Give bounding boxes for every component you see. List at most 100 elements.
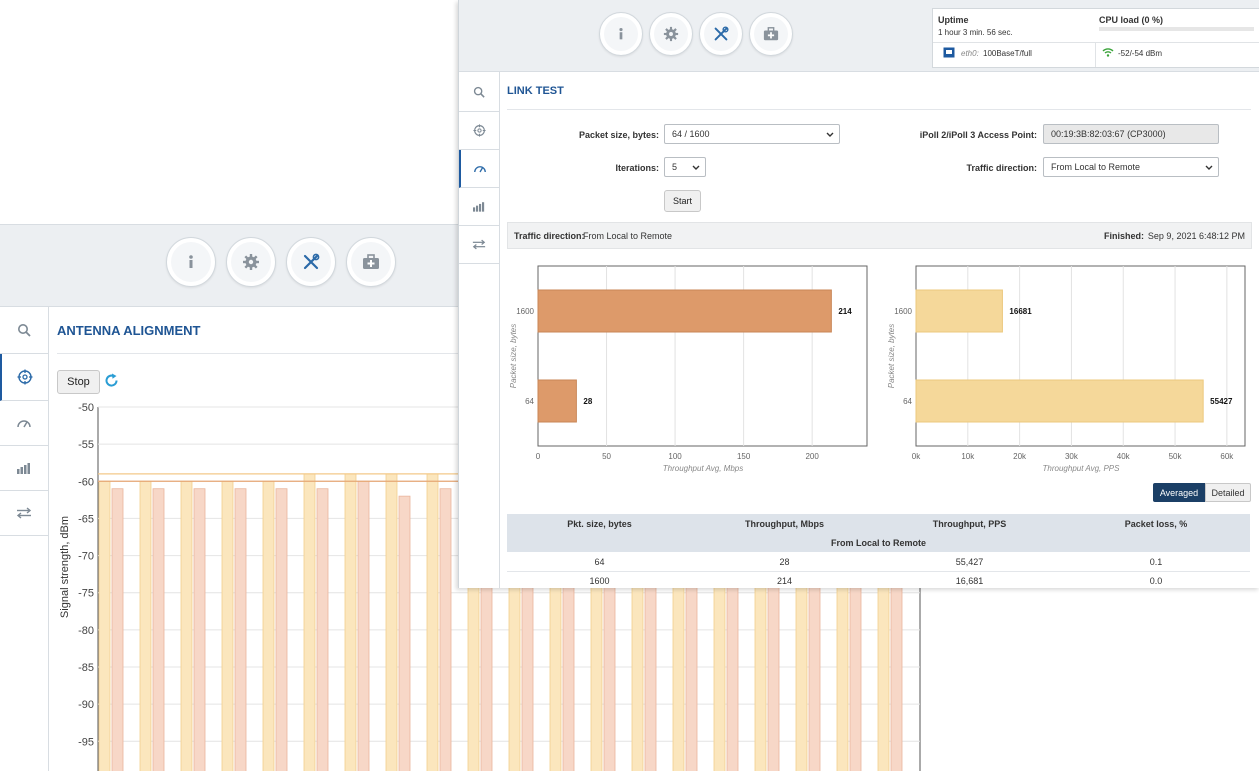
traffic-direction-label: Traffic direction:: [966, 163, 1037, 173]
y-tick-label: 64: [903, 397, 912, 406]
table-cell: 55,427: [955, 557, 984, 567]
arrows-icon: [472, 239, 486, 250]
table-cell: 28: [779, 557, 790, 567]
iterations-value: 5: [672, 162, 678, 172]
table-cell: 0.0: [1149, 576, 1163, 586]
sidebar: [459, 72, 500, 588]
detailed-toggle[interactable]: Detailed: [1205, 483, 1251, 502]
y-tick-label: -75: [78, 588, 94, 600]
traffic-direction-select[interactable]: From Local to Remote: [1043, 157, 1219, 177]
signal-bar-local: [426, 473, 439, 771]
column-header: Throughput, Mbps: [745, 519, 824, 529]
sidebar-item-alignment[interactable]: [0, 354, 48, 401]
sidebar-item-traffic[interactable]: [0, 491, 48, 536]
signal-bar-local: [139, 480, 152, 771]
info-direction-value: From Local to Remote: [583, 231, 673, 241]
refresh-icon[interactable]: [104, 373, 119, 388]
toolbox-icon: [363, 254, 379, 269]
iterations-select[interactable]: 5: [664, 157, 706, 177]
cpu-load-bar: [1099, 27, 1254, 31]
packet-size-select[interactable]: 64 / 1600: [664, 124, 840, 144]
traffic-direction-value: From Local to Remote: [1051, 162, 1141, 172]
signal-bar-local: [303, 473, 316, 771]
x-tick-label: 60k: [1220, 452, 1234, 461]
title-divider: [507, 109, 1251, 110]
page-title: ANTENNA ALIGNMENT: [57, 323, 201, 338]
info-direction-label: Traffic direction:: [514, 231, 585, 241]
table-cell: 214: [776, 576, 793, 586]
column-header: Pkt. size, bytes: [567, 519, 632, 529]
uptime-label: Uptime: [938, 15, 969, 25]
gauge-icon: [474, 166, 486, 173]
sidebar-item-statistics[interactable]: [0, 446, 48, 491]
info-button[interactable]: [599, 12, 643, 56]
column-header: Throughput, PPS: [932, 519, 1007, 529]
y-tick-label: -95: [78, 736, 94, 748]
arrows-icon: [16, 507, 32, 519]
bar: [537, 379, 577, 423]
toolbox-button[interactable]: [749, 12, 793, 56]
settings-button[interactable]: [226, 237, 276, 287]
gear-icon: [663, 26, 679, 42]
signal-bar-remote: [234, 488, 247, 771]
signal-bar-remote: [439, 488, 452, 771]
tools-button[interactable]: [699, 12, 743, 56]
y-tick-label: -55: [78, 439, 94, 451]
signal-bar-local: [180, 480, 193, 771]
signal-bar-local: [221, 480, 234, 771]
throughput-mbps-chart: 0 50 100 150 200 214 1600 28 64 Throughput Avg, M…: [509, 265, 868, 473]
sidebar-item-alignment[interactable]: [459, 112, 499, 150]
tools-icon: [714, 26, 729, 41]
y-axis-label: Packet size, bytes: [509, 324, 518, 388]
gauge-icon: [17, 420, 31, 428]
bar: [915, 379, 1204, 423]
sidebar-item-speedtest[interactable]: [459, 150, 499, 188]
y-tick-label: -80: [78, 625, 94, 637]
info-icon: [189, 255, 193, 268]
x-tick-label: 100: [668, 452, 682, 461]
uptime-value: 1 hour 3 min. 56 sec.: [938, 28, 1013, 37]
y-axis-label: Packet size, bytes: [887, 324, 896, 388]
cpu-load-label: CPU load (0 %): [1099, 15, 1164, 25]
bar: [537, 289, 832, 333]
signal-bar-remote: [193, 488, 206, 771]
sidebar-item-search[interactable]: [0, 307, 48, 354]
data-label: 28: [583, 397, 592, 406]
settings-button[interactable]: [649, 12, 693, 56]
eth-value: 100BaseT/full: [983, 49, 1032, 58]
chevron-down-icon: [826, 132, 834, 137]
signal-bar-remote: [316, 488, 329, 771]
signal-bar-remote: [152, 488, 165, 771]
x-tick-label: 200: [805, 452, 819, 461]
sidebar-item-speedtest[interactable]: [0, 401, 48, 446]
table-cell: 64: [594, 557, 605, 567]
crosshair-icon: [472, 124, 486, 137]
data-label: 55427: [1210, 397, 1233, 406]
start-button[interactable]: Start: [664, 190, 701, 212]
table-group-label: From Local to Remote: [830, 538, 926, 548]
access-point-value: 00:19:3B:82:03:67 (CP3000): [1051, 129, 1166, 139]
x-tick-label: 0: [536, 452, 541, 461]
table-cell: 1600: [589, 576, 610, 586]
toolbox-button[interactable]: [346, 237, 396, 287]
x-tick-label: 50: [602, 452, 611, 461]
sidebar-item-search[interactable]: [459, 72, 499, 112]
sidebar-item-traffic[interactable]: [459, 226, 499, 264]
table-cell: 16,681: [955, 576, 984, 586]
finished-value: Sep 9, 2021 6:48:12 PM: [1147, 231, 1245, 241]
bar-chart-icon: [17, 463, 30, 474]
packet-size-label: Packet size, bytes:: [578, 130, 659, 140]
info-button[interactable]: [166, 237, 216, 287]
y-tick-label: -65: [78, 513, 94, 525]
results-table: Pkt. size, bytes Throughput, Mbps Throug…: [507, 514, 1250, 588]
x-tick-label: 30k: [1065, 452, 1079, 461]
stop-button[interactable]: Stop: [57, 370, 100, 394]
averaged-toggle[interactable]: Averaged: [1153, 483, 1205, 502]
y-tick-label: -70: [78, 551, 94, 563]
y-tick-label: -85: [78, 662, 94, 674]
tools-button[interactable]: [286, 237, 336, 287]
signal-bar-local: [262, 480, 275, 771]
x-tick-label: 10k: [961, 452, 975, 461]
sidebar-item-statistics[interactable]: [459, 188, 499, 226]
sidebar: [0, 307, 49, 771]
